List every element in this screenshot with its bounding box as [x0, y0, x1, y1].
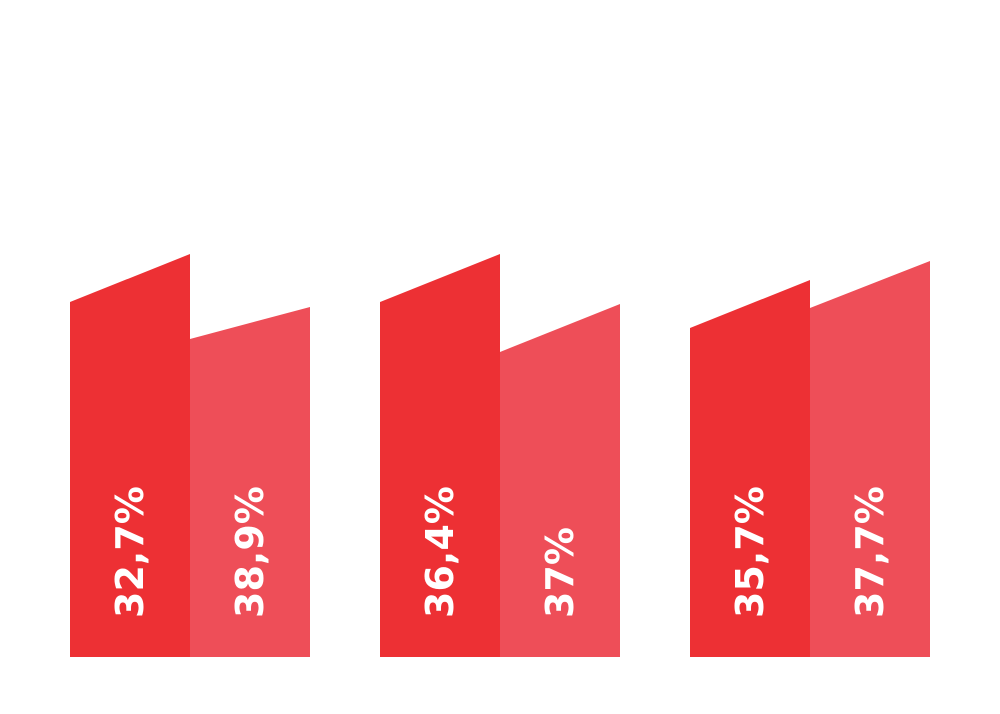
bar-group-3-bar-1	[690, 280, 810, 657]
bar-group-2-bar-1	[380, 254, 500, 657]
bar-group-3-bar-2	[810, 261, 930, 657]
bar-group-2-bar-2	[500, 304, 620, 657]
bar-group-1-bar-2	[190, 307, 310, 657]
data-label-2-1: 36,4%	[418, 486, 462, 618]
data-label-3-2: 37,7%	[848, 486, 892, 618]
data-label-1-2: 38,9%	[228, 486, 272, 618]
bar-group-1-bar-1	[70, 254, 190, 657]
data-label-2-2: 37%	[538, 527, 582, 618]
data-label-1-1: 32,7%	[108, 486, 152, 618]
data-label-3-1: 35,7%	[728, 486, 772, 618]
